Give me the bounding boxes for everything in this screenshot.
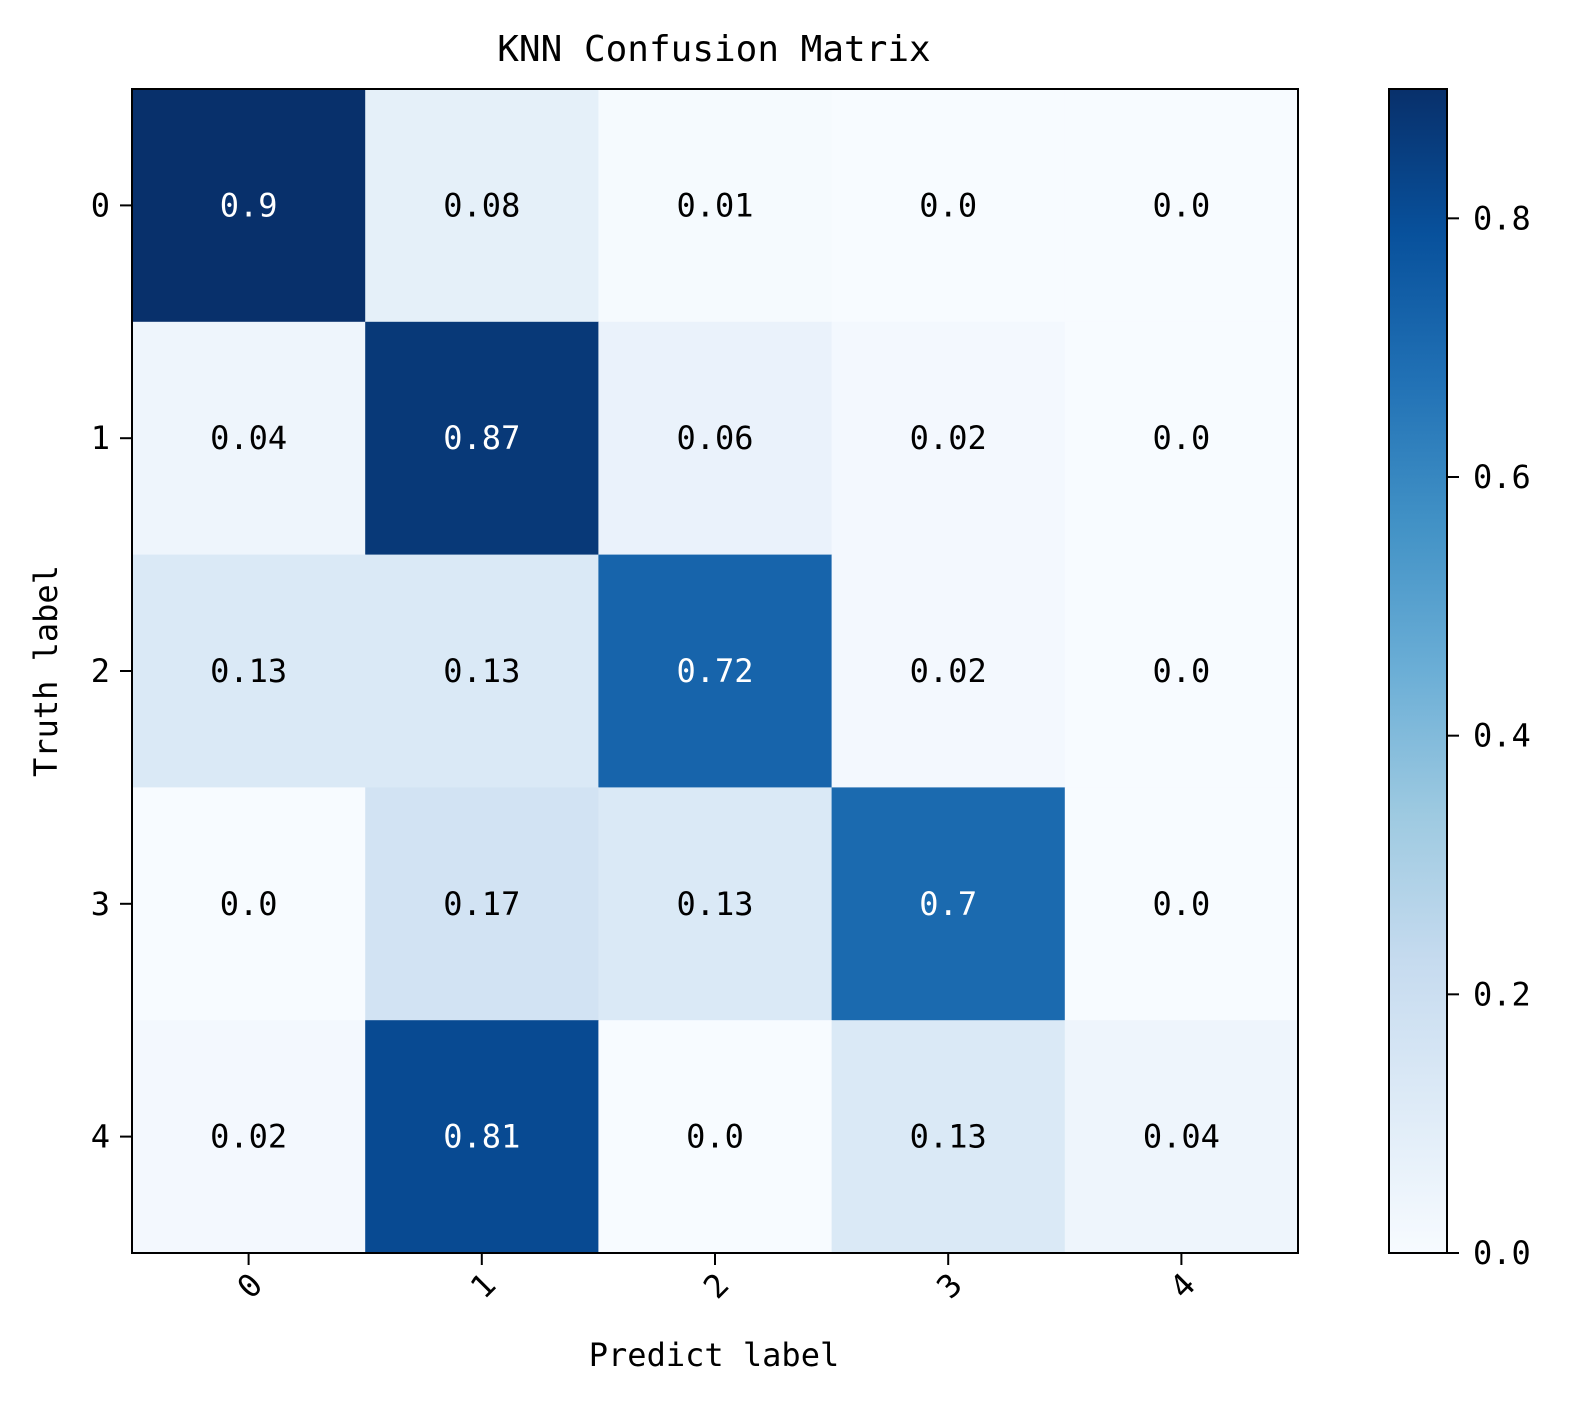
colorbar-tick-label: 0.8 — [1473, 199, 1531, 237]
y-tick-label: 4 — [91, 1118, 110, 1156]
heatmap-cell — [1064, 1020, 1299, 1254]
heatmap-cell — [365, 787, 599, 1021]
cell-value-label: 0.0 — [686, 1118, 744, 1156]
heatmap-cell — [132, 321, 366, 556]
x-tick-label: 1 — [463, 1266, 503, 1306]
heatmap-cell-labels: 0.9 0.08 0.01 0.0 0.0 0.04 0.87 0.06 0.02 0.0 0.13… — [210, 186, 1220, 1155]
cell-value-label: 0.0 — [919, 186, 977, 224]
cell-value-label: 0.0 — [1153, 419, 1211, 457]
cell-value-label: 0.13 — [910, 1118, 987, 1156]
cell-value-label: 0.0 — [1153, 885, 1211, 923]
colorbar-tick-label: 0.0 — [1473, 1234, 1531, 1272]
heatmap-cells — [132, 89, 1299, 1254]
x-tick-label: 4 — [1162, 1266, 1202, 1306]
colorbar-tick-label: 0.2 — [1473, 975, 1531, 1013]
colorbar-tick-label: 0.4 — [1473, 717, 1531, 755]
x-axis-ticks: 0 1 2 3 4 — [230, 1253, 1203, 1306]
colorbar-tick-label: 0.6 — [1473, 458, 1531, 496]
cell-value-label: 0.81 — [443, 1118, 520, 1156]
cell-value-label: 0.06 — [676, 419, 753, 457]
cell-value-label: 0.7 — [919, 885, 977, 923]
heatmap-cell — [132, 787, 366, 1021]
y-tick-label: 1 — [91, 419, 110, 457]
heatmap-cell — [598, 554, 833, 788]
y-axis-label: Truth label — [27, 565, 65, 777]
x-tick-label: 0 — [230, 1266, 270, 1306]
heatmap-cell — [831, 1020, 1066, 1254]
cell-value-label: 0.0 — [1153, 186, 1211, 224]
y-tick-label: 2 — [91, 652, 110, 690]
y-tick-label: 3 — [91, 885, 110, 923]
heatmap-cell — [831, 787, 1066, 1021]
colorbar-ticks: 0.0 0.2 0.4 0.6 0.8 — [1447, 199, 1531, 1272]
heatmap-cell — [365, 321, 599, 556]
chart-title: KNN Confusion Matrix — [497, 29, 930, 70]
cell-value-label: 0.13 — [676, 885, 753, 923]
colorbar — [1388, 88, 1448, 1254]
cell-value-label: 0.02 — [910, 419, 987, 457]
x-tick-label: 2 — [696, 1266, 736, 1306]
heatmap-cell — [831, 321, 1066, 556]
cell-value-label: 0.04 — [1143, 1118, 1220, 1156]
heatmap-cell — [132, 1020, 366, 1254]
heatmap-cell — [365, 89, 599, 323]
cell-value-label: 0.02 — [910, 652, 987, 690]
heatmap-cell — [831, 554, 1066, 788]
x-tick-label: 3 — [929, 1266, 969, 1306]
heatmap-cell — [1064, 787, 1299, 1021]
cell-value-label: 0.13 — [443, 652, 520, 690]
y-tick-label: 0 — [91, 186, 110, 224]
cell-value-label: 0.04 — [210, 419, 287, 457]
heatmap-cell — [132, 554, 366, 788]
cell-value-label: 0.02 — [210, 1118, 287, 1156]
cell-value-label: 0.01 — [676, 186, 753, 224]
y-axis-ticks: 0 1 2 3 4 — [91, 186, 132, 1156]
x-axis-label: Predict label — [589, 1336, 839, 1374]
cell-value-label: 0.0 — [220, 885, 278, 923]
heatmap-cell — [598, 1020, 833, 1254]
cell-value-label: 0.87 — [443, 419, 520, 457]
cell-value-label: 0.72 — [676, 652, 753, 690]
cell-value-label: 0.0 — [1153, 652, 1211, 690]
cell-value-label: 0.9 — [220, 186, 278, 224]
heatmap-cell — [365, 1020, 599, 1254]
heatmap-cell — [365, 554, 599, 788]
cell-value-label: 0.08 — [443, 186, 520, 224]
heatmap-cell — [831, 89, 1066, 323]
heatmap-cell — [1064, 89, 1299, 323]
heatmap-cell — [598, 787, 833, 1021]
heatmap-cell — [598, 89, 833, 323]
heatmap-cell — [132, 89, 366, 323]
heatmap-cell — [598, 321, 833, 556]
heatmap-cell — [1064, 554, 1299, 788]
heatmap-cell — [1064, 321, 1299, 556]
cell-value-label: 0.17 — [443, 885, 520, 923]
cell-value-label: 0.13 — [210, 652, 287, 690]
